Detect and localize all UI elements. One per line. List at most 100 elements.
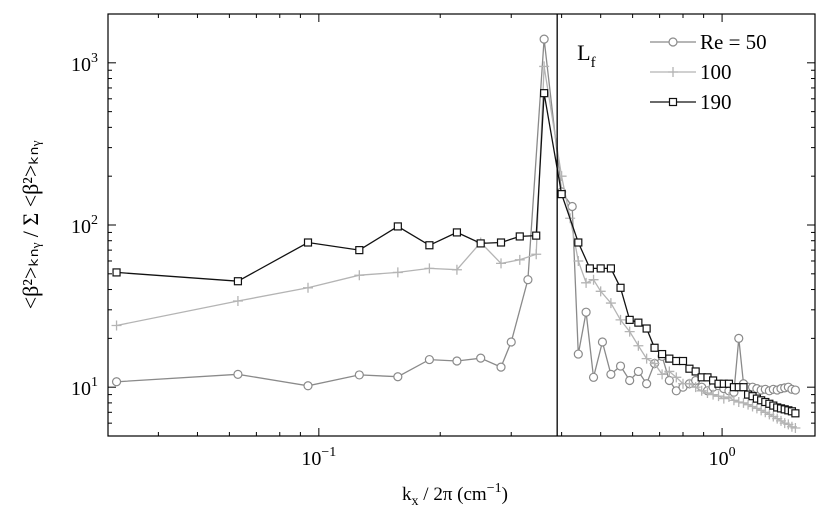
data-point [672,356,681,366]
data-point [605,298,616,309]
legend-label: Re = 50 [700,30,767,54]
data-point [615,314,626,325]
data-point [733,397,744,408]
data-point [756,405,767,416]
data-point [597,337,608,347]
data-point [354,370,364,380]
x-tick-label: 100 [709,445,736,470]
data-point [355,246,364,255]
legend-marker [668,97,678,107]
series-layer [111,34,801,434]
x-axis-label-sub: x [412,494,419,509]
data-point [514,254,525,265]
data-point [452,228,462,237]
lf-label: Lf [577,40,595,71]
data-point [596,264,605,273]
data-point [476,239,485,248]
data-point [625,315,634,324]
data-point [573,349,583,359]
data-point [606,264,615,273]
data-point [451,264,462,275]
data-point [642,324,651,333]
data-point [111,320,122,331]
data-point [708,389,719,400]
data-point [232,295,243,306]
series-line [116,66,796,429]
data-point [539,34,549,44]
data-point [790,385,801,395]
data-point [233,369,243,379]
data-point [303,238,313,247]
data-point [642,379,652,389]
data-point [393,222,402,231]
legend-label: 100 [700,60,732,84]
legend-label: 190 [700,90,732,114]
data-point [585,264,594,273]
data-point [649,358,660,369]
data-point [633,366,643,377]
data-point [747,401,758,412]
data-point [690,382,701,393]
x-tick-label: 10−1 [301,445,336,470]
data-point [573,255,584,266]
legend-marker [668,37,678,47]
y-tick-label: 103 [71,51,98,76]
data-point [634,318,643,327]
data-point [111,377,122,387]
data-point [452,356,462,366]
data-point [581,277,592,288]
data-point [713,391,724,402]
data-point [424,354,434,365]
legend: Re = 50 100 190 [650,30,767,114]
data-point [684,378,695,389]
data-point [691,367,700,376]
data-point [233,277,243,286]
data-point [424,263,435,274]
series-2 [112,89,800,418]
data-point [532,231,541,240]
data-point [702,388,713,399]
data-point [641,353,652,364]
data-point [531,249,542,260]
data-point [616,283,625,292]
data-point [624,326,635,337]
data-point [664,375,674,386]
x-axis-label-rest: / 2π (cm [419,484,487,505]
data-point [354,270,365,281]
data-point [392,267,403,278]
data-point [539,61,550,72]
data-point [393,372,403,382]
y-axis-label: <β²>ₖₙᵧ / Σ <β²>ₖₙᵧ [18,141,43,310]
data-point [734,333,744,343]
data-point [678,356,688,366]
data-point [574,238,583,247]
data-point [665,354,674,363]
data-point [588,274,599,285]
y-tick-label: 101 [71,375,98,400]
data-point [496,362,506,372]
data-point [303,381,313,391]
data-point [664,366,675,377]
x-axis-label-sup: −1 [487,481,502,496]
data-point [657,349,667,359]
data-point [671,372,682,383]
data-point [791,409,800,418]
reference-line: Lf [556,14,596,436]
data-point [751,403,762,414]
data-point [540,89,549,98]
data-point [606,369,616,379]
data-point [633,340,644,351]
data-point [425,241,434,250]
data-point [588,372,599,382]
ticks: 10−1 100 101 102 103 [71,13,815,470]
data-point [790,423,801,434]
data-point [696,385,707,396]
data-point [615,361,626,371]
data-point [650,343,659,352]
data-point [728,395,739,406]
data-point [657,369,668,380]
data-point [476,353,486,363]
y-tick-label: 102 [71,213,98,238]
